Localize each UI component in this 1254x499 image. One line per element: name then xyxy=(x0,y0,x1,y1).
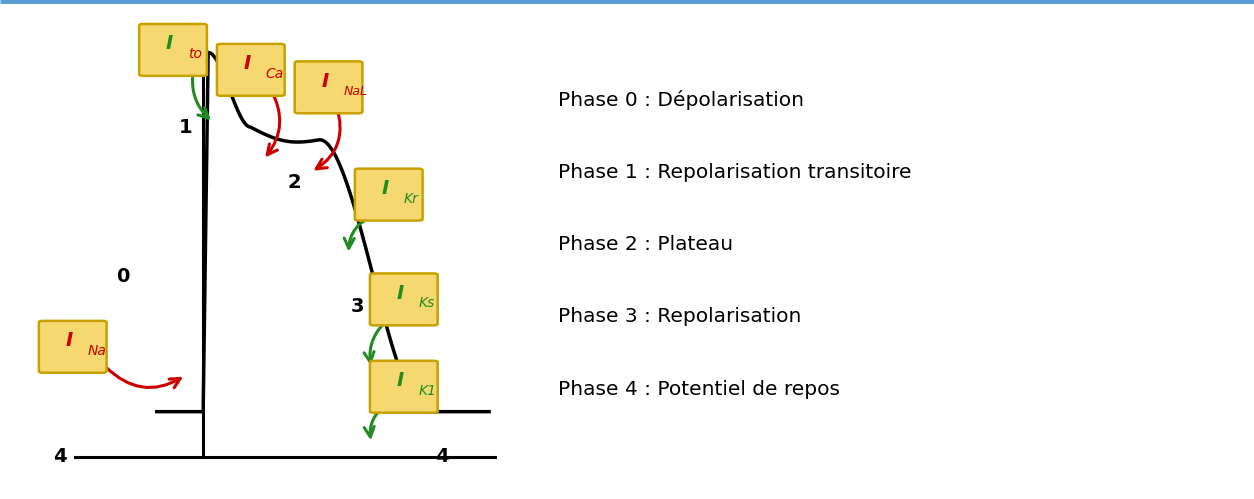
Text: Phase 0 : Dépolarisation: Phase 0 : Dépolarisation xyxy=(558,90,804,110)
FancyBboxPatch shape xyxy=(370,273,438,325)
Text: 4: 4 xyxy=(435,447,448,466)
Text: I: I xyxy=(381,179,389,198)
Text: Ks: Ks xyxy=(419,296,435,310)
Text: I: I xyxy=(321,72,329,91)
Text: to: to xyxy=(188,47,202,61)
Text: I: I xyxy=(166,34,173,53)
Text: 3: 3 xyxy=(351,297,364,316)
Text: NaL: NaL xyxy=(344,85,367,98)
Text: I: I xyxy=(396,284,404,303)
Text: Phase 4 : Potentiel de repos: Phase 4 : Potentiel de repos xyxy=(558,380,840,399)
Text: 0: 0 xyxy=(117,267,129,286)
FancyBboxPatch shape xyxy=(139,24,207,76)
FancyBboxPatch shape xyxy=(217,44,285,96)
FancyBboxPatch shape xyxy=(39,321,107,373)
Text: I: I xyxy=(65,331,73,350)
Text: 2: 2 xyxy=(288,173,301,192)
Text: K1: K1 xyxy=(419,384,436,398)
Text: Na: Na xyxy=(88,344,107,358)
Text: Phase 3 : Repolarisation: Phase 3 : Repolarisation xyxy=(558,307,801,326)
Text: 4: 4 xyxy=(54,447,66,466)
FancyBboxPatch shape xyxy=(355,169,423,221)
Text: I: I xyxy=(396,371,404,390)
Text: I: I xyxy=(243,54,251,73)
Text: Phase 2 : Plateau: Phase 2 : Plateau xyxy=(558,235,734,254)
Text: 1: 1 xyxy=(179,118,192,137)
Text: Kr: Kr xyxy=(404,192,419,206)
Text: Ca: Ca xyxy=(266,67,285,81)
Text: Phase 1 : Repolarisation transitoire: Phase 1 : Repolarisation transitoire xyxy=(558,163,912,182)
FancyBboxPatch shape xyxy=(370,361,438,413)
FancyBboxPatch shape xyxy=(295,61,362,113)
